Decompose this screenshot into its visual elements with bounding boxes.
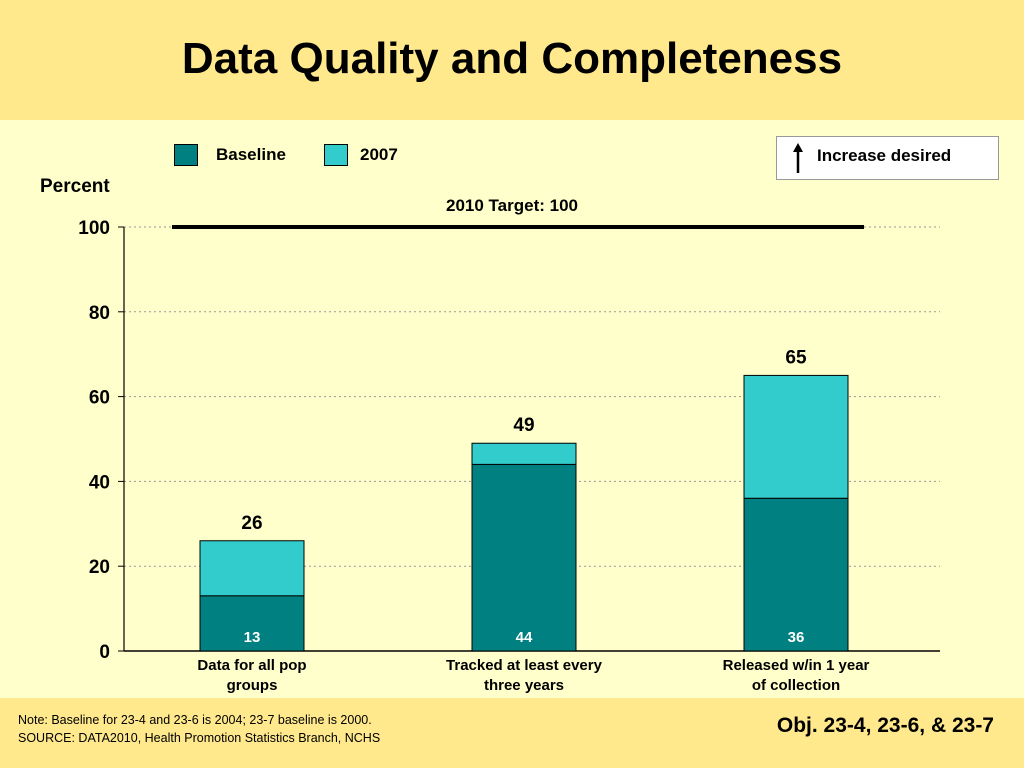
bar-2007 <box>743 374 849 499</box>
x-category-label: groups <box>227 677 278 694</box>
footnote-line-2: SOURCE: DATA2010, Health Promotion Stati… <box>18 731 381 745</box>
y-tick-label: 0 <box>99 642 110 663</box>
data-label-2007: 26 <box>241 513 262 534</box>
legend-label-baseline: Baseline <box>216 145 286 164</box>
page-title: Data Quality and Completeness <box>181 34 843 83</box>
footnote-line-1: Note: Baseline for 23-4 and 23-6 is 2004… <box>18 713 372 727</box>
footnote: Note: Baseline for 23-4 and 23-6 is 2004… <box>18 711 380 747</box>
bar-2007 <box>471 442 577 465</box>
data-label-2007: 65 <box>785 347 807 368</box>
data-label-baseline: 13 <box>244 629 261 646</box>
x-category-label: Data for all pop <box>197 657 306 674</box>
y-tick-label: 40 <box>89 472 110 493</box>
y-axis-label: Percent <box>40 176 110 197</box>
header-band <box>0 0 1024 120</box>
increase-desired-box: Increase desired <box>776 136 999 180</box>
bar-baseline <box>743 497 849 652</box>
y-tick-label: 80 <box>89 303 110 324</box>
x-category-label: of collection <box>752 677 840 694</box>
bar-baseline <box>199 595 305 652</box>
up-arrow-icon <box>793 143 803 173</box>
x-category-label: Released w/in 1 year <box>723 657 870 674</box>
target-label: 2010 Target: 100 <box>446 196 578 215</box>
data-label-baseline: 36 <box>788 629 805 646</box>
bar-baseline <box>471 463 577 652</box>
footer-band <box>0 698 1024 768</box>
objective-label: Obj. 23-4, 23-6, & 23-7 <box>776 714 994 737</box>
legend-label-2007: 2007 <box>360 145 398 164</box>
legend-swatch-2007 <box>324 144 348 166</box>
data-label-baseline: 44 <box>516 629 533 646</box>
y-tick-label: 60 <box>89 388 110 409</box>
legend-swatch-baseline <box>174 144 198 166</box>
y-tick-label: 20 <box>89 557 110 578</box>
x-category-label: Tracked at least every <box>446 657 603 674</box>
bar-2007 <box>199 540 305 597</box>
y-tick-label: 100 <box>78 218 110 239</box>
data-label-2007: 49 <box>513 415 534 436</box>
x-category-label: three years <box>484 677 564 694</box>
increase-desired-label: Increase desired <box>817 146 952 165</box>
